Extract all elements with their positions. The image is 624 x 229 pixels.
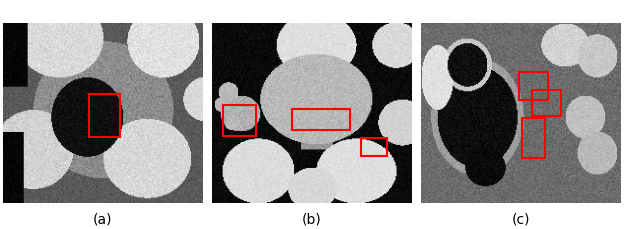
Bar <box>223 105 256 136</box>
Text: (c): (c) <box>512 212 530 226</box>
Bar <box>89 95 120 137</box>
Bar <box>519 73 548 101</box>
Bar <box>532 90 561 116</box>
Bar <box>292 110 350 130</box>
Text: (b): (b) <box>302 212 322 226</box>
Text: (a): (a) <box>93 212 113 226</box>
Bar <box>361 138 387 156</box>
Bar <box>522 119 545 158</box>
